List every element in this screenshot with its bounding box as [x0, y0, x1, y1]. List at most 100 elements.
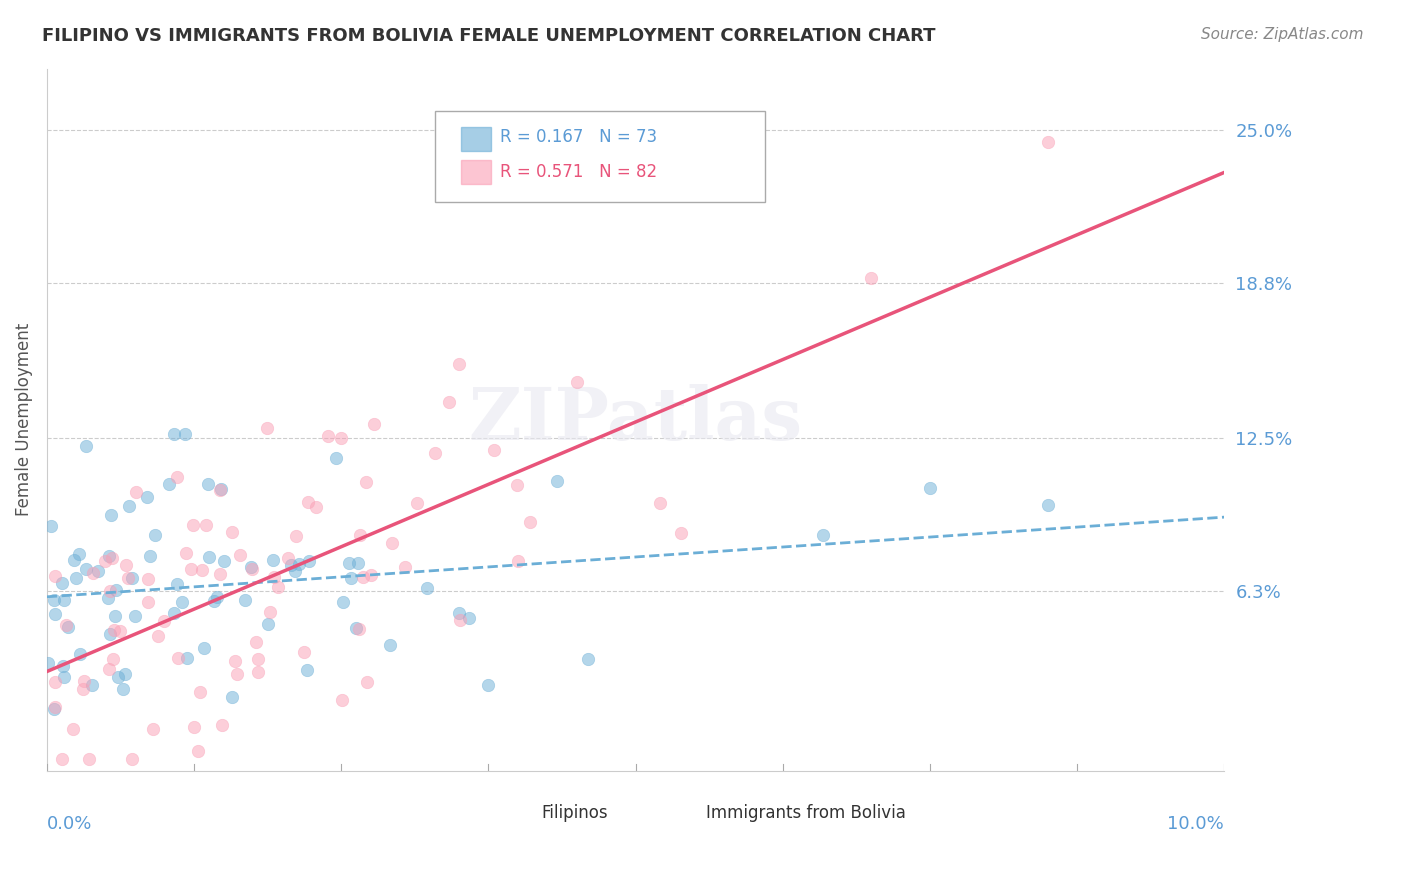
Point [1036, 136, 1059, 150]
Point [104, 609, 127, 624]
Point [148, 629, 170, 643]
Point [198, 549, 221, 564]
Point [233, 593, 256, 607]
Point [80, 678, 103, 692]
Point [304, 500, 326, 514]
Bar [676, 803, 706, 823]
Point [860, 271, 883, 285]
Point [449, 613, 471, 627]
Point [107, 670, 129, 684]
Point [352, 570, 374, 584]
Point [153, 614, 176, 628]
Point [100, 508, 122, 522]
Point [285, 529, 308, 543]
Point [423, 446, 446, 460]
Point [447, 606, 470, 620]
Point [546, 475, 568, 489]
Point [360, 567, 382, 582]
Point [157, 477, 180, 491]
Bar [461, 127, 491, 152]
Point [363, 417, 385, 431]
Point [519, 515, 541, 529]
Point [316, 429, 339, 443]
Point [180, 562, 202, 576]
Point [381, 536, 404, 550]
Point [447, 357, 470, 371]
Text: 10.0%: 10.0% [1167, 815, 1225, 833]
Point [77, 752, 100, 766]
Text: FILIPINO VS IMMIGRANTS FROM BOLIVIA FEMALE UNEMPLOYMENT CORRELATION CHART: FILIPINO VS IMMIGRANTS FROM BOLIVIA FEMA… [42, 27, 935, 45]
Point [506, 478, 529, 492]
Point [202, 593, 225, 607]
Point [669, 526, 692, 541]
Point [247, 652, 270, 666]
Point [576, 652, 599, 666]
Point [69, 647, 91, 661]
Point [245, 635, 267, 649]
Point [356, 675, 378, 690]
Point [193, 641, 215, 656]
Point [347, 557, 370, 571]
Point [72, 682, 94, 697]
Point [37, 656, 59, 670]
Point [191, 563, 214, 577]
Point [112, 682, 135, 697]
Point [121, 571, 143, 585]
Point [347, 622, 370, 636]
Point [105, 583, 128, 598]
Point [75, 562, 97, 576]
Point [506, 554, 529, 568]
Point [221, 525, 243, 540]
Point [229, 548, 252, 562]
Point [811, 527, 834, 541]
Point [284, 564, 307, 578]
Point [482, 443, 505, 458]
Point [262, 553, 284, 567]
Point [292, 645, 315, 659]
Point [65, 571, 87, 585]
Point [98, 583, 121, 598]
Point [330, 693, 353, 707]
Point [55, 618, 77, 632]
Point [124, 609, 146, 624]
Point [297, 495, 319, 509]
Point [170, 594, 193, 608]
Point [298, 553, 321, 567]
Point [257, 616, 280, 631]
Point [648, 496, 671, 510]
Point [344, 621, 367, 635]
Point [166, 577, 188, 591]
Point [53, 592, 76, 607]
Point [247, 665, 270, 679]
Point [394, 560, 416, 574]
Point [163, 427, 186, 442]
Point [187, 744, 209, 758]
Point [167, 650, 190, 665]
Point [221, 690, 243, 705]
Point [1036, 498, 1059, 512]
Point [280, 558, 302, 573]
Point [918, 481, 941, 495]
Point [226, 666, 249, 681]
Point [256, 421, 278, 435]
Point [97, 549, 120, 563]
Point [125, 485, 148, 500]
Point [163, 606, 186, 620]
Point [194, 517, 217, 532]
Point [62, 722, 84, 736]
Point [332, 595, 354, 609]
Point [121, 752, 143, 766]
Point [100, 551, 122, 566]
Point [103, 652, 125, 666]
Text: Filipinos: Filipinos [541, 805, 607, 822]
Text: 0.0%: 0.0% [46, 815, 93, 833]
Point [108, 624, 131, 638]
Point [98, 662, 121, 676]
Point [44, 607, 66, 622]
Point [349, 527, 371, 541]
Point [277, 551, 299, 566]
Point [136, 490, 159, 504]
Point [143, 527, 166, 541]
Point [240, 560, 263, 574]
Point [288, 557, 311, 571]
